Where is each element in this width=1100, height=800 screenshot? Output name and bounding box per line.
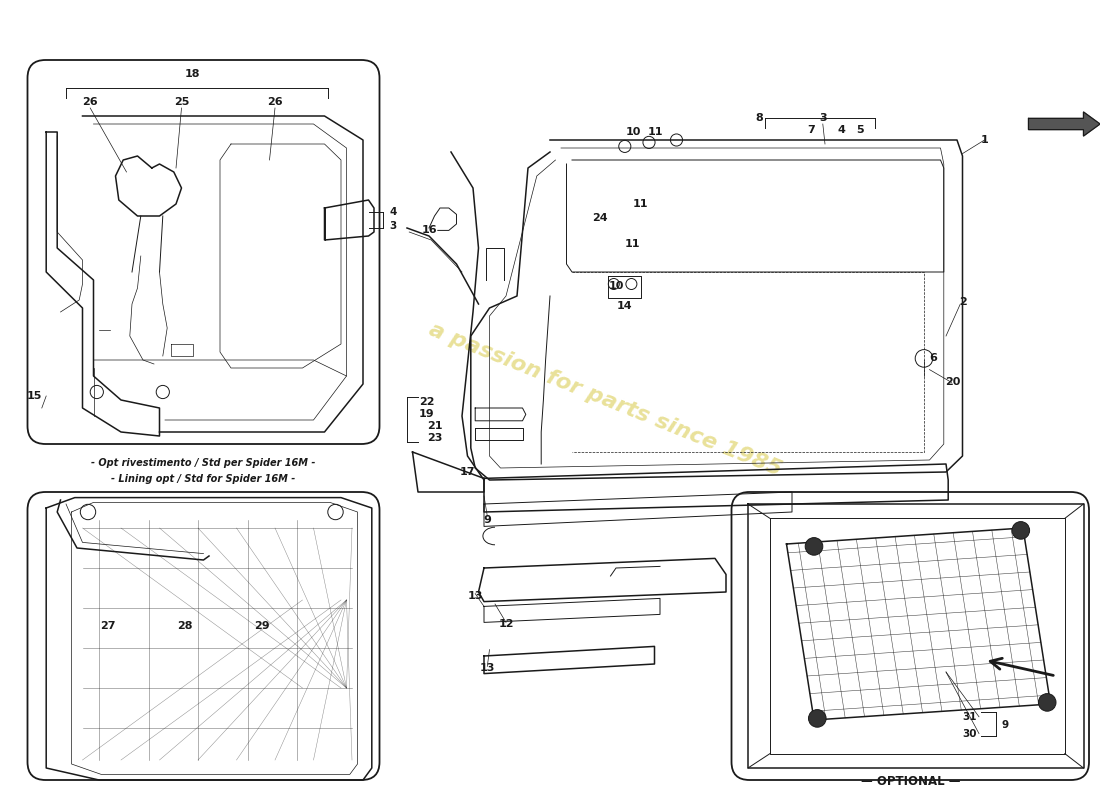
Circle shape	[805, 538, 823, 555]
Text: - Lining opt / Std for Spider 16M -: - Lining opt / Std for Spider 16M -	[111, 474, 296, 483]
Text: 30: 30	[962, 729, 977, 738]
Text: 1: 1	[980, 135, 989, 145]
Circle shape	[1038, 694, 1056, 711]
Text: 16: 16	[421, 226, 437, 235]
Text: 28: 28	[177, 621, 192, 630]
Text: 11: 11	[625, 239, 640, 249]
Text: 17: 17	[460, 467, 475, 477]
Text: 8: 8	[755, 114, 763, 123]
Text: 10: 10	[626, 127, 641, 137]
Text: 3: 3	[389, 221, 397, 230]
Text: 9: 9	[1001, 720, 1008, 730]
Text: 6: 6	[928, 354, 937, 363]
Text: 4: 4	[389, 207, 397, 217]
Text: 15: 15	[26, 391, 42, 401]
Text: 21: 21	[427, 421, 442, 430]
Text: 11: 11	[648, 127, 663, 137]
Text: 23: 23	[427, 434, 442, 443]
Text: 9: 9	[483, 515, 492, 525]
Text: 19: 19	[419, 410, 435, 419]
Text: F: F	[956, 591, 1024, 689]
Text: 29: 29	[254, 621, 270, 630]
Text: 4: 4	[837, 125, 846, 134]
Text: 2: 2	[958, 298, 967, 307]
Text: 10: 10	[608, 282, 624, 291]
Text: 27: 27	[100, 621, 116, 630]
Text: - Opt rivestimento / Std per Spider 16M -: - Opt rivestimento / Std per Spider 16M …	[91, 458, 316, 467]
Text: 26: 26	[267, 98, 283, 107]
Text: 24: 24	[592, 213, 607, 222]
Text: 14: 14	[617, 301, 632, 310]
Text: 31: 31	[962, 712, 977, 722]
Text: 18: 18	[185, 70, 200, 79]
Text: a passion for parts since 1985: a passion for parts since 1985	[426, 320, 784, 480]
Text: 12: 12	[498, 619, 514, 629]
Text: 13: 13	[480, 663, 495, 673]
Circle shape	[1012, 522, 1030, 539]
FancyBboxPatch shape	[732, 492, 1089, 780]
Text: 11: 11	[632, 199, 648, 209]
Text: 22: 22	[419, 397, 435, 406]
Text: 13: 13	[468, 591, 483, 601]
Polygon shape	[1028, 112, 1100, 136]
FancyBboxPatch shape	[28, 492, 379, 780]
Circle shape	[808, 710, 826, 727]
Text: 7: 7	[806, 125, 815, 134]
Text: 25: 25	[174, 98, 189, 107]
Text: 3: 3	[820, 114, 826, 123]
Text: 26: 26	[82, 98, 98, 107]
Text: 20: 20	[945, 378, 960, 387]
FancyBboxPatch shape	[28, 60, 379, 444]
Text: — OPTIONAL —: — OPTIONAL —	[860, 775, 960, 788]
Text: 5: 5	[857, 125, 864, 134]
